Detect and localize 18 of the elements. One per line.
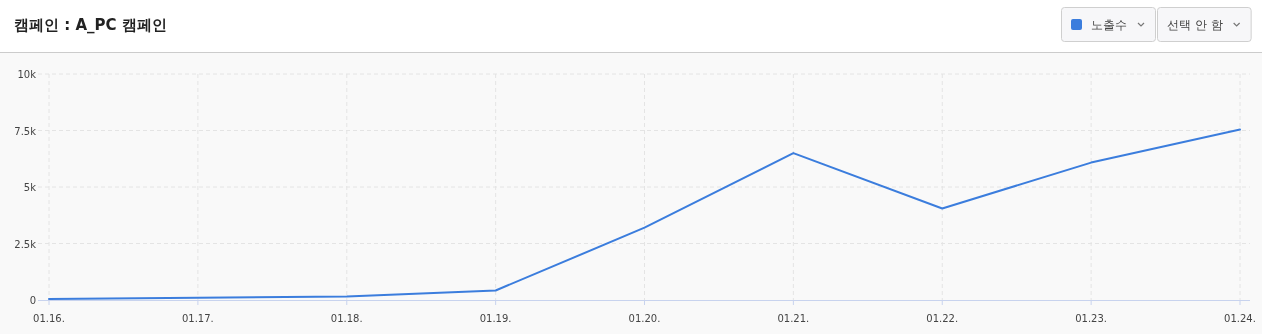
y-tick-label: 5k (23, 182, 37, 193)
x-tick-label: 01.19. (479, 313, 512, 324)
legend: 노출수 (1061, 7, 1156, 42)
x-tick-label: 01.22. (926, 313, 959, 324)
y-tick-label: 10k (17, 69, 37, 80)
x-tick-label: 01.21. (777, 313, 810, 324)
legend-label: 노출수 (1091, 18, 1127, 32)
x-tick-label: 01.16. (33, 313, 65, 324)
x-tick-label: 01.23. (1075, 313, 1108, 324)
y-tick-label: 2.5k (14, 238, 37, 250)
control: 선택 안 함 (1157, 7, 1252, 42)
x-tick-label: 01.18. (330, 313, 363, 324)
y-tick-label: 0 (29, 295, 36, 306)
chart-title: 캠페인 : A_PC 캠페인 (14, 16, 167, 34)
x-tick-label: 01.20. (628, 313, 661, 324)
y-tick-label: 7.5k (14, 125, 37, 137)
x-tick-label: 01.24. (1224, 313, 1256, 324)
x-tick-label: 01.17. (181, 313, 214, 324)
